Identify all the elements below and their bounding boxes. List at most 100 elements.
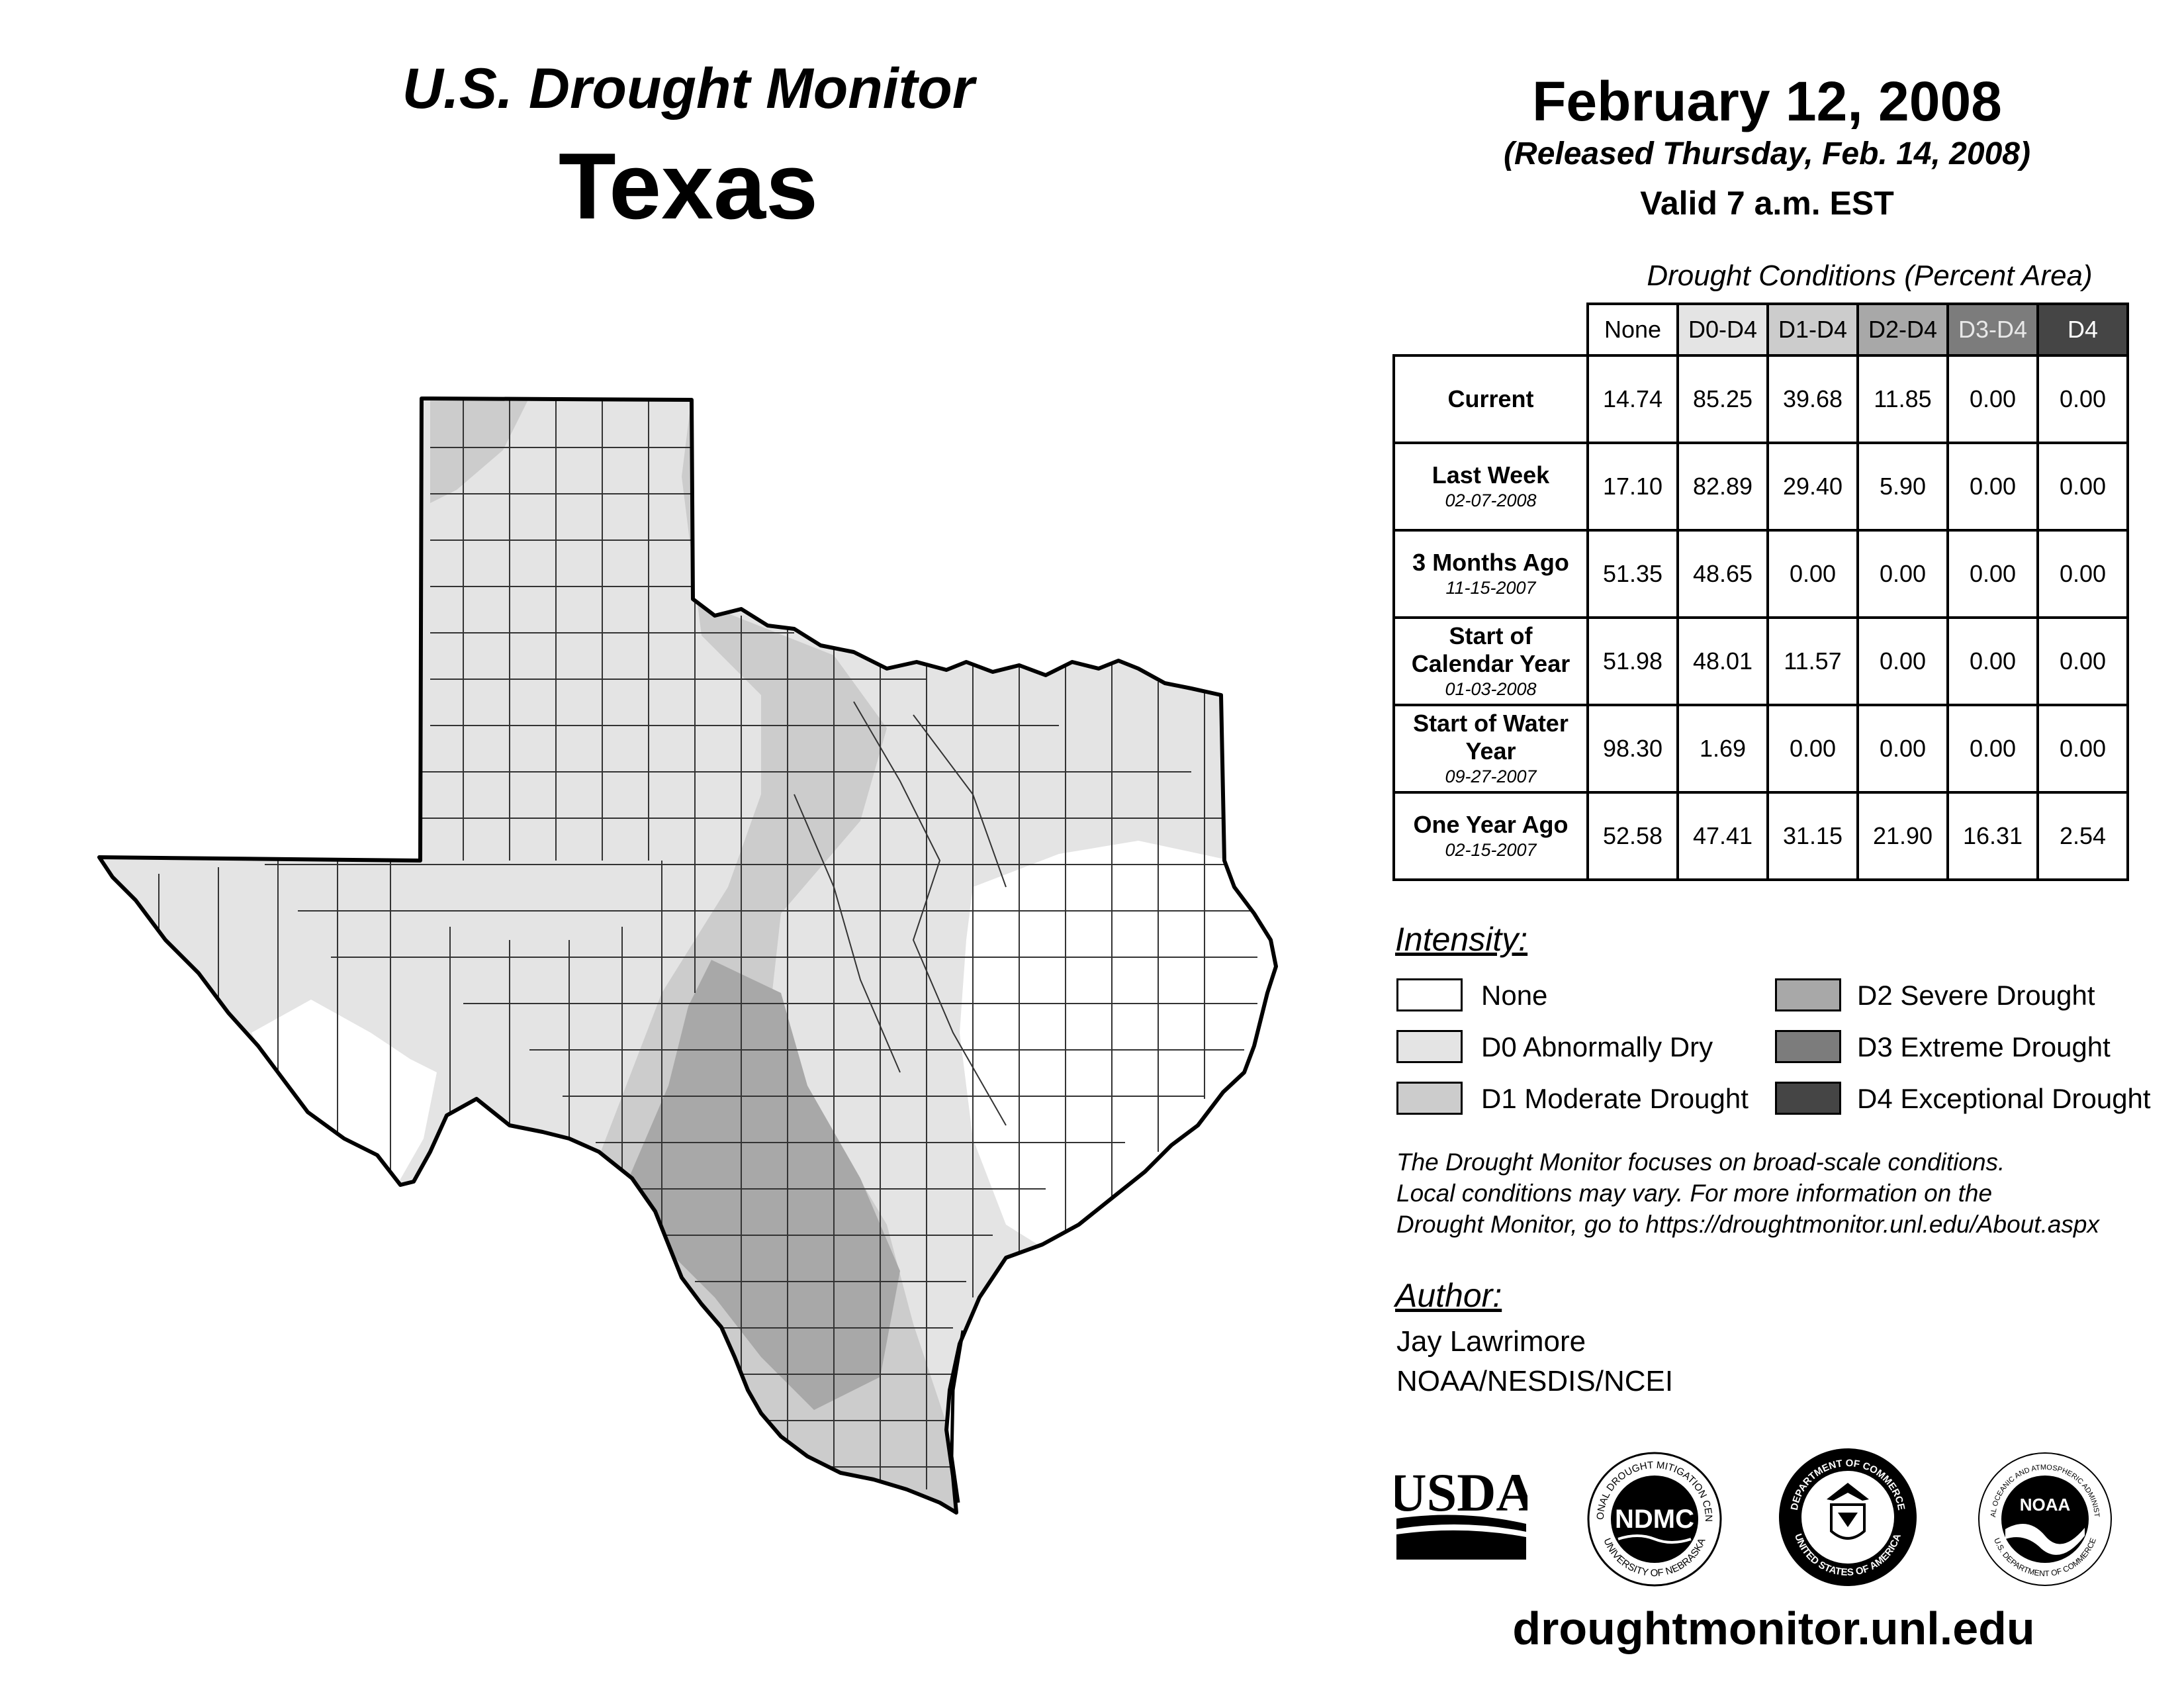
table-cell: 0.00 xyxy=(1766,704,1859,794)
noaa-bird-icon xyxy=(2005,1524,2085,1555)
table-cell: 51.98 xyxy=(1586,616,1679,706)
map-date: February 12, 2008 xyxy=(1532,70,2002,132)
usda-swoosh-1 xyxy=(1396,1515,1526,1532)
table-cell: 5.90 xyxy=(1856,442,1949,532)
table-cell: 2.54 xyxy=(2036,791,2129,881)
row-label-date: 09-27-2007 xyxy=(1445,767,1537,786)
website-url[interactable]: droughtmonitor.unl.edu xyxy=(1512,1603,2035,1654)
table-cell: 31.15 xyxy=(1766,791,1859,881)
table-header-row: None D0-D4 D1-D4 D2-D4 D3-D4 D4 xyxy=(1394,303,2129,357)
state-name: Texas xyxy=(558,134,819,239)
disclaimer-note: The Drought Monitor focuses on broad-sca… xyxy=(1396,1147,2158,1240)
table-cell: 48.01 xyxy=(1676,616,1769,706)
author-organization: NOAA/NESDIS/NCEI xyxy=(1396,1365,1674,1397)
col-header-d1-d4: D1-D4 xyxy=(1766,303,1859,357)
noaa-logo: NATIONAL OCEANIC AND ATMOSPHERIC ADMINIS… xyxy=(1976,1450,2112,1586)
row-label: One Year Ago 02-15-2007 xyxy=(1392,791,1589,881)
drought-conditions-table: None D0-D4 D1-D4 D2-D4 D3-D4 D4 Current … xyxy=(1392,303,2129,881)
ndmc-wave-icon xyxy=(1617,1534,1692,1544)
table-cell: 0.00 xyxy=(2036,704,2129,794)
table-cell: 0.00 xyxy=(1946,616,2039,706)
table-caption: Drought Conditions (Percent Area) xyxy=(1647,259,2093,292)
ship-icon xyxy=(1838,1513,1858,1527)
legend-label-d1: D1 Moderate Drought xyxy=(1481,1083,1749,1114)
legend-label-d2: D2 Severe Drought xyxy=(1857,980,2095,1011)
table-cell: 47.41 xyxy=(1676,791,1769,881)
legend-swatch-d4 xyxy=(1775,1082,1841,1115)
table-cell: 82.89 xyxy=(1676,442,1769,532)
table-cell: 0.00 xyxy=(1856,704,1949,794)
table-cell: 0.00 xyxy=(2036,354,2129,444)
legend-label-d4: D4 Exceptional Drought xyxy=(1857,1083,2151,1114)
table-cell: 0.00 xyxy=(1766,529,1859,619)
table-cell: 85.25 xyxy=(1676,354,1769,444)
row-label-text: Start of Water Year xyxy=(1413,710,1569,765)
noaa-text: NOAA xyxy=(2020,1495,2071,1515)
table-row: Current 14.74 85.25 39.68 11.85 0.00 0.0… xyxy=(1392,354,2129,444)
table-cell: 0.00 xyxy=(1946,442,2039,532)
legend-swatch-d2 xyxy=(1775,978,1841,1011)
usda-text: USDA xyxy=(1395,1463,1527,1523)
row-label-date: 01-03-2008 xyxy=(1445,679,1537,699)
table-cell: 17.10 xyxy=(1586,442,1679,532)
row-label: 3 Months Ago 11-15-2007 xyxy=(1392,529,1589,619)
table-cell: 29.40 xyxy=(1766,442,1859,532)
row-label: Start of Calendar Year 01-03-2008 xyxy=(1392,616,1589,706)
table-cell: 0.00 xyxy=(2036,616,2129,706)
county-lines xyxy=(158,399,1257,1489)
eagle-icon xyxy=(1827,1483,1869,1501)
author-name: Jay Lawrimore xyxy=(1396,1325,1586,1358)
row-label-date: 02-07-2008 xyxy=(1445,491,1537,510)
legend-label-d0: D0 Abnormally Dry xyxy=(1481,1031,1713,1062)
shield-icon xyxy=(1830,1503,1866,1540)
table-cell: 48.65 xyxy=(1676,529,1769,619)
table-cell: 0.00 xyxy=(1856,616,1949,706)
noaa-disc xyxy=(2001,1476,2089,1563)
col-header-none: None xyxy=(1586,303,1679,357)
legend-label-none: None xyxy=(1481,980,1548,1011)
row-label-text: One Year Ago xyxy=(1413,811,1569,838)
table-cell: 52.58 xyxy=(1586,791,1679,881)
table-cell: 0.00 xyxy=(1946,354,2039,444)
map-title: U.S. Drought Monitor xyxy=(402,57,975,120)
row-label: Last Week 02-07-2008 xyxy=(1392,442,1589,532)
d1-panhandle-region xyxy=(430,399,529,503)
table-cell: 0.00 xyxy=(2036,442,2129,532)
author-heading: Author: xyxy=(1395,1277,1502,1314)
texas-outline xyxy=(97,397,1278,1515)
table-cell: 0.00 xyxy=(1946,704,2039,794)
note-line: The Drought Monitor focuses on broad-sca… xyxy=(1396,1149,2005,1176)
valid-time: Valid 7 a.m. EST xyxy=(1640,185,1894,222)
row-label-date: 02-15-2007 xyxy=(1445,840,1537,860)
table-cell: 16.31 xyxy=(1946,791,2039,881)
legend-label-d3: D3 Extreme Drought xyxy=(1857,1031,2111,1062)
ndmc-logo: NATIONAL DROUGHT MITIGATION CENTER UNIVE… xyxy=(1585,1450,1722,1587)
ndmc-text: NDMC xyxy=(1615,1505,1694,1534)
row-label-text: Last Week xyxy=(1432,461,1550,489)
table-cell: 1.69 xyxy=(1676,704,1769,794)
table-cell: 51.35 xyxy=(1586,529,1679,619)
col-header-d2-d4: D2-D4 xyxy=(1856,303,1949,357)
table-cell: 0.00 xyxy=(2036,529,2129,619)
d2-region xyxy=(629,960,900,1410)
padre-island xyxy=(950,1330,965,1503)
legend-swatch-d1 xyxy=(1396,1082,1463,1115)
col-header-d0-d4: D0-D4 xyxy=(1676,303,1769,357)
release-date: (Released Thursday, Feb. 14, 2008) xyxy=(1504,136,2030,171)
legend-swatch-none xyxy=(1396,978,1463,1011)
texas-drought-map xyxy=(97,397,1278,1515)
table-cell: 0.00 xyxy=(1856,529,1949,619)
table-cell: 0.00 xyxy=(1946,529,2039,619)
table-cell: 98.30 xyxy=(1586,704,1679,794)
row-label-text: 3 Months Ago xyxy=(1412,549,1569,576)
legend-swatch-d3 xyxy=(1775,1030,1841,1063)
note-line: Local conditions may vary. For more info… xyxy=(1396,1180,1993,1207)
row-label-text: Start of Calendar Year xyxy=(1411,622,1570,677)
col-header-d4: D4 xyxy=(2036,303,2129,357)
row-label-text: Current xyxy=(1447,385,1534,412)
table-row: One Year Ago 02-15-2007 52.58 47.41 31.15… xyxy=(1392,791,2129,881)
usda-swoosh-2 xyxy=(1396,1530,1526,1560)
table-cell: 39.68 xyxy=(1766,354,1859,444)
table-corner xyxy=(1394,304,1589,357)
table-row: Start of Calendar Year 01-03-2008 51.98 4… xyxy=(1392,616,2129,706)
